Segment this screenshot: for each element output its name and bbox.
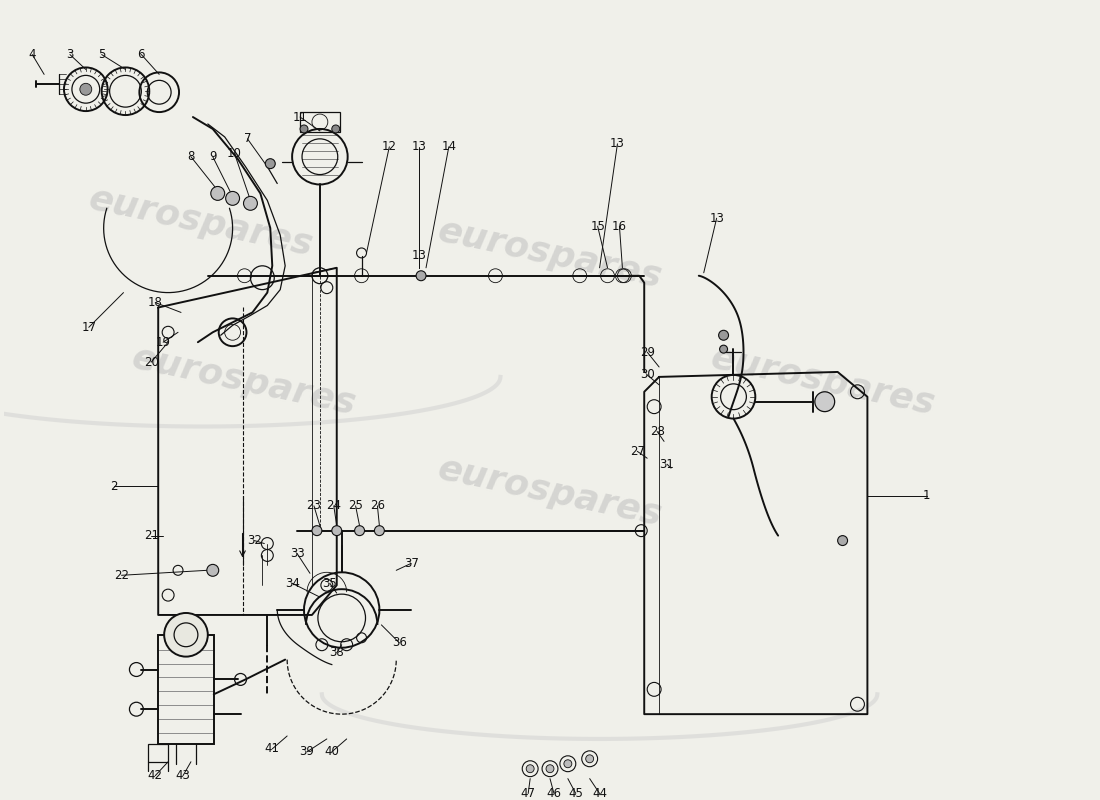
Circle shape xyxy=(226,191,240,206)
Text: 43: 43 xyxy=(176,769,190,782)
Text: 38: 38 xyxy=(329,646,344,659)
Text: 44: 44 xyxy=(592,787,607,800)
Circle shape xyxy=(312,526,322,536)
Text: 39: 39 xyxy=(299,746,315,758)
Text: 13: 13 xyxy=(610,138,625,150)
Text: 8: 8 xyxy=(187,150,195,163)
Circle shape xyxy=(585,755,594,762)
Text: 31: 31 xyxy=(660,458,674,470)
Text: 20: 20 xyxy=(144,355,158,369)
Text: 2: 2 xyxy=(110,479,118,493)
Text: 17: 17 xyxy=(81,321,97,334)
Text: 5: 5 xyxy=(98,48,106,61)
Circle shape xyxy=(564,760,572,768)
Text: 11: 11 xyxy=(293,110,308,123)
Text: 30: 30 xyxy=(640,369,654,382)
Text: 26: 26 xyxy=(370,499,385,512)
Circle shape xyxy=(80,83,91,95)
Text: 27: 27 xyxy=(630,445,645,458)
Text: 37: 37 xyxy=(404,557,419,570)
Bar xyxy=(158,635,213,744)
Text: 29: 29 xyxy=(640,346,654,358)
Text: 36: 36 xyxy=(392,636,407,650)
Circle shape xyxy=(332,526,342,536)
Text: 47: 47 xyxy=(520,787,536,800)
Circle shape xyxy=(265,158,275,169)
Text: 45: 45 xyxy=(569,787,583,800)
Text: 7: 7 xyxy=(244,132,251,146)
Circle shape xyxy=(416,270,426,281)
Text: 1: 1 xyxy=(923,490,931,502)
Text: 13: 13 xyxy=(710,212,724,225)
Text: 3: 3 xyxy=(66,48,74,61)
Circle shape xyxy=(243,196,257,210)
Text: 40: 40 xyxy=(324,746,339,758)
Circle shape xyxy=(719,345,727,353)
Text: 46: 46 xyxy=(547,787,561,800)
Text: 21: 21 xyxy=(144,529,158,542)
Text: eurospares: eurospares xyxy=(707,341,938,422)
Text: 42: 42 xyxy=(147,769,163,782)
Text: eurospares: eurospares xyxy=(86,182,316,262)
Text: 28: 28 xyxy=(650,425,664,438)
Text: 16: 16 xyxy=(612,220,627,233)
Circle shape xyxy=(837,536,848,546)
Text: 41: 41 xyxy=(265,742,279,755)
Circle shape xyxy=(354,526,364,536)
Circle shape xyxy=(374,526,384,536)
Circle shape xyxy=(332,125,340,133)
Text: 25: 25 xyxy=(349,499,363,512)
Text: 6: 6 xyxy=(138,48,145,61)
Text: 35: 35 xyxy=(322,577,338,590)
Circle shape xyxy=(211,186,224,200)
Circle shape xyxy=(526,765,535,773)
Text: 9: 9 xyxy=(209,150,217,163)
Bar xyxy=(148,744,168,762)
Text: eurospares: eurospares xyxy=(434,451,666,532)
Text: eurospares: eurospares xyxy=(129,341,360,422)
Text: 12: 12 xyxy=(382,140,397,154)
Text: 10: 10 xyxy=(227,147,242,160)
Bar xyxy=(300,112,340,132)
Circle shape xyxy=(546,765,554,773)
Circle shape xyxy=(815,392,835,412)
Text: 34: 34 xyxy=(285,577,299,590)
Text: 23: 23 xyxy=(307,499,321,512)
Circle shape xyxy=(207,564,219,576)
Circle shape xyxy=(718,330,728,340)
Text: 4: 4 xyxy=(29,48,36,61)
Circle shape xyxy=(164,613,208,657)
Text: eurospares: eurospares xyxy=(434,214,666,294)
Text: 14: 14 xyxy=(441,140,456,154)
Text: 24: 24 xyxy=(327,499,341,512)
Circle shape xyxy=(300,125,308,133)
Text: 19: 19 xyxy=(156,336,170,349)
Text: 18: 18 xyxy=(147,296,163,309)
Text: 13: 13 xyxy=(411,250,427,262)
Text: 15: 15 xyxy=(591,220,605,233)
Text: 13: 13 xyxy=(411,140,427,154)
Text: 22: 22 xyxy=(114,569,129,582)
Text: 32: 32 xyxy=(248,534,262,547)
Text: 33: 33 xyxy=(289,547,305,560)
